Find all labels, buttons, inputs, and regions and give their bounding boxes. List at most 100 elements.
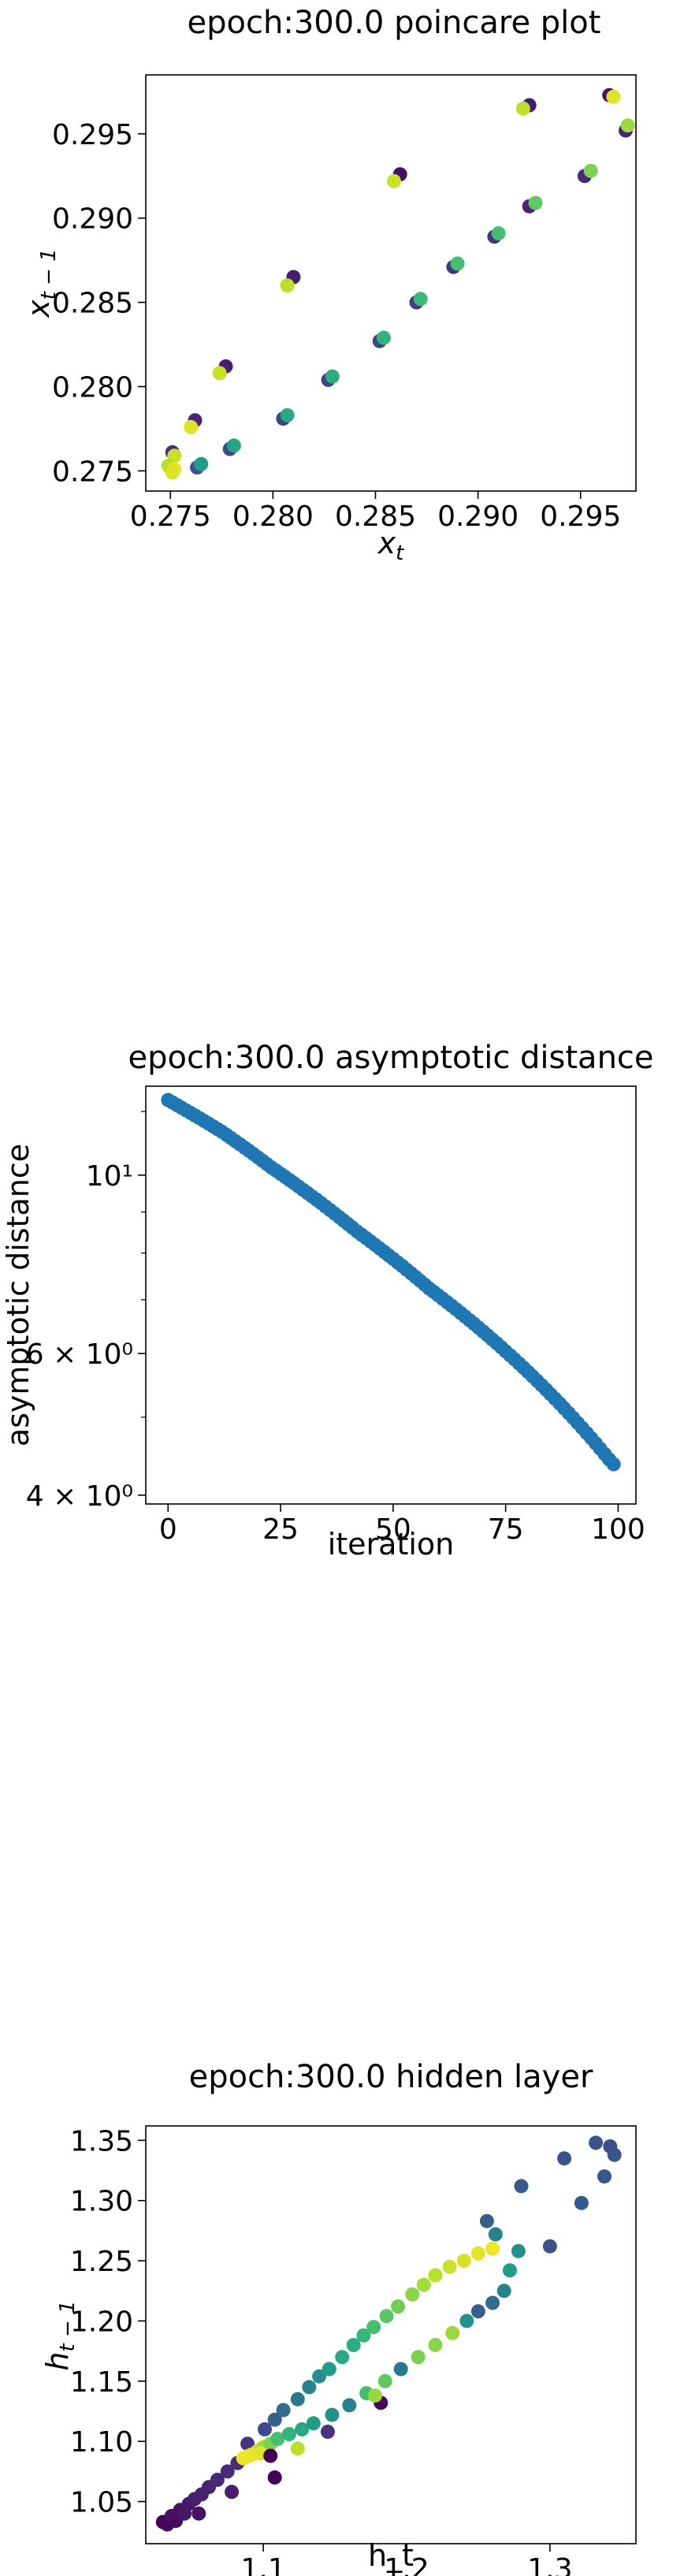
x-tick-label: 50 xyxy=(375,1513,411,1546)
data-point xyxy=(428,2268,443,2283)
y-tick-label: 4 × 10⁰ xyxy=(26,1480,133,1513)
x-tick-label: 0.295 xyxy=(540,501,621,533)
data-point xyxy=(267,2470,282,2485)
hidden-layer-plot: epoch:300.0 hidden layer 1.1 1.2 1.3 1.05 1… xyxy=(40,2059,637,2576)
data-point xyxy=(606,89,621,104)
data-point xyxy=(511,2243,526,2258)
y-tick-label: 1.05 xyxy=(70,2487,133,2519)
data-point xyxy=(191,2506,206,2521)
data-point xyxy=(442,2259,457,2274)
data-point xyxy=(557,2151,572,2166)
data-point xyxy=(445,2325,460,2340)
chart-title: epoch:300.0 hidden layer xyxy=(189,2059,593,2095)
asymptotic-distance-plot: epoch:300.0 asymptotic distance 0 25 50 75 1… xyxy=(1,1040,654,1562)
data-point xyxy=(479,2213,494,2228)
y-tick-label: 1.30 xyxy=(70,2186,133,2218)
data-point xyxy=(280,408,295,423)
data-point xyxy=(528,195,543,210)
y-tick-label: 6 × 10⁰ xyxy=(26,1338,133,1371)
data-point xyxy=(515,101,530,116)
data-point xyxy=(306,2416,321,2431)
data-point xyxy=(496,2284,511,2299)
data-point xyxy=(290,2441,305,2456)
data-point xyxy=(450,256,465,271)
data-point xyxy=(583,163,598,178)
data-point xyxy=(290,2392,305,2407)
data-point xyxy=(270,2432,285,2447)
data-point xyxy=(470,2246,485,2261)
data-point xyxy=(386,173,401,188)
data-point xyxy=(391,2299,406,2314)
x-tick-label: 25 xyxy=(262,1513,299,1546)
data-point xyxy=(377,2373,392,2388)
y-tick-label: 0.285 xyxy=(52,288,133,320)
x-tick-label: 100 xyxy=(591,1513,645,1546)
data-point xyxy=(263,2448,278,2463)
data-point xyxy=(165,465,180,480)
data-point xyxy=(312,2369,327,2384)
x-tick-label: 0 xyxy=(159,1513,177,1546)
data-point xyxy=(276,2403,291,2418)
x-tick-label: 1.2 xyxy=(384,2553,429,2576)
data-point xyxy=(321,2425,335,2439)
data-point xyxy=(514,2179,529,2194)
y-tick-label: 0.290 xyxy=(52,203,133,236)
plot-frame xyxy=(145,2125,637,2544)
data-point xyxy=(346,2338,361,2352)
x-axis-label: iteration xyxy=(328,1527,455,1562)
data-point xyxy=(240,2436,255,2451)
x-tick-label: 0.275 xyxy=(130,501,211,533)
data-point xyxy=(620,118,635,133)
data-point xyxy=(325,369,340,384)
x-tick-label: 0.280 xyxy=(232,501,314,533)
data-point xyxy=(542,2239,557,2254)
data-point xyxy=(574,2195,589,2210)
data-point xyxy=(491,225,506,240)
data-point xyxy=(379,2309,394,2324)
data-point xyxy=(302,2380,317,2395)
y-tick-label: 1.25 xyxy=(70,2246,133,2278)
data-point xyxy=(405,2287,420,2302)
data-point xyxy=(393,2362,408,2377)
data-point xyxy=(459,2314,474,2328)
data-point xyxy=(212,366,227,381)
data-point xyxy=(210,2473,225,2487)
data-point xyxy=(488,2227,503,2242)
data-point xyxy=(607,2147,622,2162)
y-tick-label: 0.275 xyxy=(52,456,133,488)
y-tick-label: 0.295 xyxy=(52,119,133,151)
data-point xyxy=(411,2350,426,2365)
data-point xyxy=(485,2295,500,2310)
data-point xyxy=(485,2241,500,2256)
data-point xyxy=(366,2320,381,2335)
data-point xyxy=(413,292,428,307)
data-point xyxy=(281,2427,296,2441)
data-point xyxy=(376,330,391,345)
data-point xyxy=(428,2338,443,2352)
data-point xyxy=(267,2412,282,2427)
data-point xyxy=(226,438,241,453)
data-point xyxy=(368,2388,382,2403)
data-point xyxy=(470,2304,485,2319)
data-point xyxy=(503,2263,517,2278)
data-point xyxy=(456,2254,471,2269)
y-tick-label: 0.280 xyxy=(52,371,133,404)
data-point xyxy=(356,2328,371,2343)
data-point xyxy=(589,2135,604,2150)
y-axis-label: asymptotic distance xyxy=(1,1144,35,1446)
data-point xyxy=(258,2422,272,2436)
x-axis-label: h_t xyxy=(368,2538,414,2573)
chart-title: epoch:300.0 poincare plot xyxy=(188,5,601,41)
data-point xyxy=(335,2350,350,2365)
y-tick-label: 1.35 xyxy=(70,2125,133,2157)
x-tick-label: 75 xyxy=(488,1513,524,1546)
chart-title: epoch:300.0 asymptotic distance xyxy=(128,1040,653,1076)
data-point xyxy=(322,2362,336,2377)
data-point xyxy=(416,2277,431,2292)
data-point xyxy=(342,2398,357,2413)
data-point xyxy=(597,2169,612,2184)
x-tick-label: 1.3 xyxy=(527,2553,572,2576)
plot-frame xyxy=(145,1085,637,1505)
